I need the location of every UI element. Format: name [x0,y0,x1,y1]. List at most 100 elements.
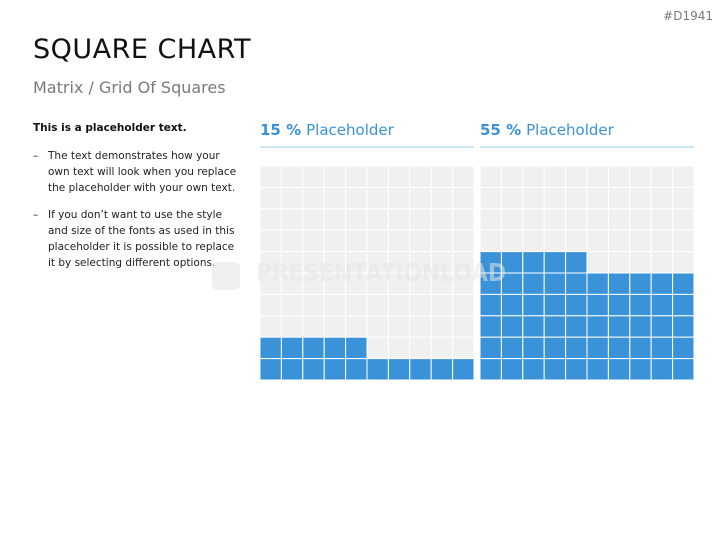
watermark: PRESENTATIONLOAD [212,258,506,290]
filled-square [629,293,652,317]
empty-square [479,186,502,210]
empty-square [409,208,432,231]
empty-square [586,186,609,210]
filled-square [565,358,588,381]
filled-square [500,336,524,360]
empty-square [387,315,411,338]
filled-square [302,336,325,360]
filled-square [565,315,588,338]
filled-square [430,358,454,381]
bullet-text: The text demonstrates how your own text … [48,150,237,194]
empty-square [366,165,389,188]
empty-square [302,208,325,231]
empty-square [387,293,411,317]
empty-square [500,208,524,231]
filled-square [387,358,411,381]
empty-square [345,315,368,338]
empty-square [387,165,411,188]
empty-square [565,186,588,210]
filled-square [345,336,368,360]
empty-square [586,229,609,253]
filled-square [650,358,674,381]
watermark-text: PRESENTATIONLOAD [256,258,506,287]
empty-square [323,208,347,231]
empty-square [586,208,609,231]
document-id: #D1941 [663,9,713,23]
empty-square [259,229,282,253]
filled-square [345,358,368,381]
filled-square [280,358,304,381]
empty-square [323,165,347,188]
empty-square [500,229,524,253]
empty-square [452,315,475,338]
empty-square [672,251,695,274]
filled-square [586,336,609,360]
empty-square [629,251,652,274]
empty-square [387,208,411,231]
empty-square [522,229,545,253]
empty-square [280,208,304,231]
filled-square [522,315,545,338]
filled-square [650,336,674,360]
filled-square [607,272,631,295]
filled-square [565,293,588,317]
filled-square [629,315,652,338]
empty-square [629,186,652,210]
empty-square [302,315,325,338]
filled-square [522,251,545,274]
filled-square [323,358,347,381]
empty-square [500,165,524,188]
filled-square [522,336,545,360]
empty-square [672,229,695,253]
empty-square [280,186,304,210]
empty-square [565,229,588,253]
empty-square [607,186,631,210]
empty-square [543,208,567,231]
empty-square [672,165,695,188]
filled-square [672,358,695,381]
empty-square [479,208,502,231]
bullet: – The text demonstrates how your own tex… [33,148,238,196]
empty-square [672,208,695,231]
filled-square [565,251,588,274]
empty-square [452,229,475,253]
empty-square [430,186,454,210]
filled-square [650,293,674,317]
empty-square [586,165,609,188]
empty-square [430,293,454,317]
empty-square [366,229,389,253]
text-heading: This is a placeholder text. [33,122,187,134]
filled-square [629,272,652,295]
empty-square [409,315,432,338]
chart-value-label: 15 % Placeholder [260,121,395,139]
waffle-chart: 55 % Placeholder [479,121,695,381]
empty-square [345,229,368,253]
filled-square [586,293,609,317]
empty-square [345,186,368,210]
empty-square [430,336,454,360]
empty-square [500,186,524,210]
empty-square [280,293,304,317]
empty-square [280,165,304,188]
empty-square [650,251,674,274]
filled-square [366,358,389,381]
empty-square [522,208,545,231]
empty-square [629,229,652,253]
empty-square [522,186,545,210]
filled-square [672,293,695,317]
filled-square [629,358,652,381]
empty-square [586,251,609,274]
empty-square [387,186,411,210]
empty-square [409,165,432,188]
filled-square [565,336,588,360]
filled-square [607,336,631,360]
empty-square [430,315,454,338]
filled-square [522,358,545,381]
empty-square [366,315,389,338]
empty-square [366,293,389,317]
watermark-icon [212,262,240,290]
filled-square [629,336,652,360]
filled-square [672,315,695,338]
empty-square [280,229,304,253]
bullet-text: If you don’t want to use the style and s… [48,209,235,269]
